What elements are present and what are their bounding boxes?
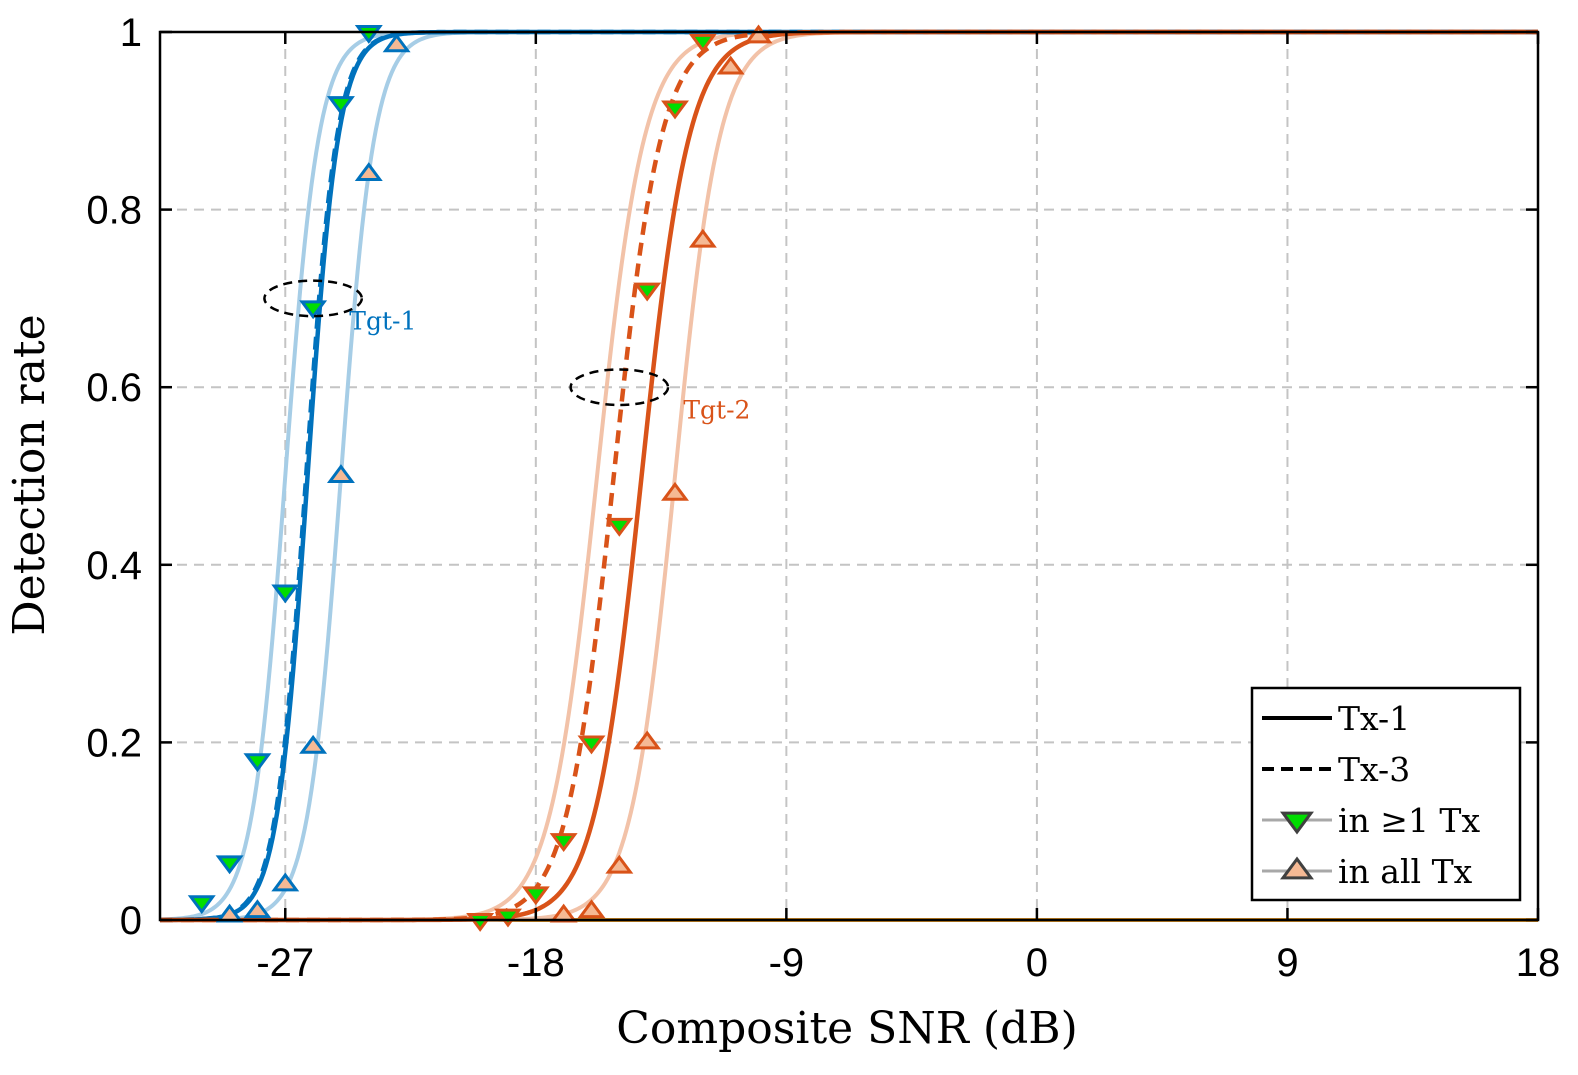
marker-up-triangle bbox=[243, 899, 272, 919]
x-tick-label: -18 bbox=[507, 941, 565, 985]
tgt-2-label: Tgt-2 bbox=[683, 395, 750, 424]
marker-down-triangle bbox=[577, 735, 606, 755]
x-tick-label: 18 bbox=[1516, 941, 1561, 985]
marker-down-triangle bbox=[299, 300, 328, 320]
marker-up-triangle bbox=[382, 33, 411, 53]
tgt-2-ellipse bbox=[569, 368, 670, 407]
marker-down-triangle bbox=[605, 517, 634, 537]
x-tick-label: 9 bbox=[1276, 941, 1298, 985]
marker-up-triangle bbox=[633, 730, 662, 750]
y-tick-label: 0.6 bbox=[86, 366, 142, 410]
marker-down-triangle bbox=[326, 96, 355, 115]
marker-up-triangle bbox=[299, 734, 328, 754]
marker-down-triangle bbox=[354, 25, 383, 44]
legend-up-triangle-icon bbox=[1280, 856, 1314, 880]
marker-down-triangle bbox=[215, 855, 244, 875]
marker-down-triangle bbox=[243, 753, 272, 773]
marker-up-triangle bbox=[271, 872, 300, 892]
marker-up-triangle bbox=[688, 228, 717, 248]
marker-down-triangle bbox=[271, 584, 300, 604]
legend-label: in ≥1 Tx bbox=[1338, 801, 1480, 840]
plot-frame bbox=[158, 30, 1540, 922]
annotations: Tgt-1 Tgt-2 bbox=[263, 279, 750, 424]
legend-label: Tx-1 bbox=[1338, 699, 1410, 738]
marker-up-triangle bbox=[577, 899, 606, 919]
marker-up-triangle bbox=[661, 481, 689, 501]
marker-down-triangle bbox=[633, 282, 662, 302]
marker-up-triangle bbox=[354, 162, 383, 182]
x-tick-label: 0 bbox=[1026, 941, 1048, 985]
y-tick-label: 0.2 bbox=[86, 721, 142, 765]
y-axis-label: Detection rate bbox=[4, 314, 55, 635]
marker-up-triangle bbox=[744, 24, 773, 44]
marker-up-triangle bbox=[326, 464, 355, 483]
legend-label: Tx-3 bbox=[1338, 750, 1410, 789]
markers bbox=[187, 24, 773, 932]
y-tick-label: 0 bbox=[120, 899, 142, 943]
marker-down-triangle bbox=[661, 100, 689, 120]
marker-down-triangle bbox=[187, 895, 216, 915]
marker-down-triangle bbox=[494, 908, 522, 928]
tgt-1-label: Tgt-1 bbox=[349, 306, 416, 335]
marker-down-triangle bbox=[466, 913, 495, 932]
marker-down-triangle bbox=[549, 833, 578, 853]
x-tick-label: -9 bbox=[769, 941, 805, 985]
marker-down-triangle bbox=[688, 33, 717, 53]
marker-up-triangle bbox=[716, 55, 745, 75]
marker-up-triangle bbox=[605, 854, 634, 874]
tgt-1-ellipse bbox=[263, 279, 364, 318]
y-tick-label: 0.4 bbox=[86, 544, 142, 588]
x-tick-label: -27 bbox=[256, 941, 314, 985]
x-axis-label: Composite SNR (dB) bbox=[616, 1003, 1077, 1054]
legend-label: in all Tx bbox=[1338, 852, 1473, 891]
y-tick-label: 1 bbox=[120, 11, 142, 55]
marker-down-triangle bbox=[521, 886, 550, 906]
legend-down-triangle-icon bbox=[1280, 811, 1314, 835]
legend: Tx-1 Tx-3 in ≥1 Tx in all Tx bbox=[1250, 686, 1522, 902]
y-tick-label: 0.8 bbox=[86, 189, 142, 233]
axes: -27 -18 -9 0 9 18 0 0.2 0.4 0.6 0.8 1 bbox=[86, 11, 1560, 985]
